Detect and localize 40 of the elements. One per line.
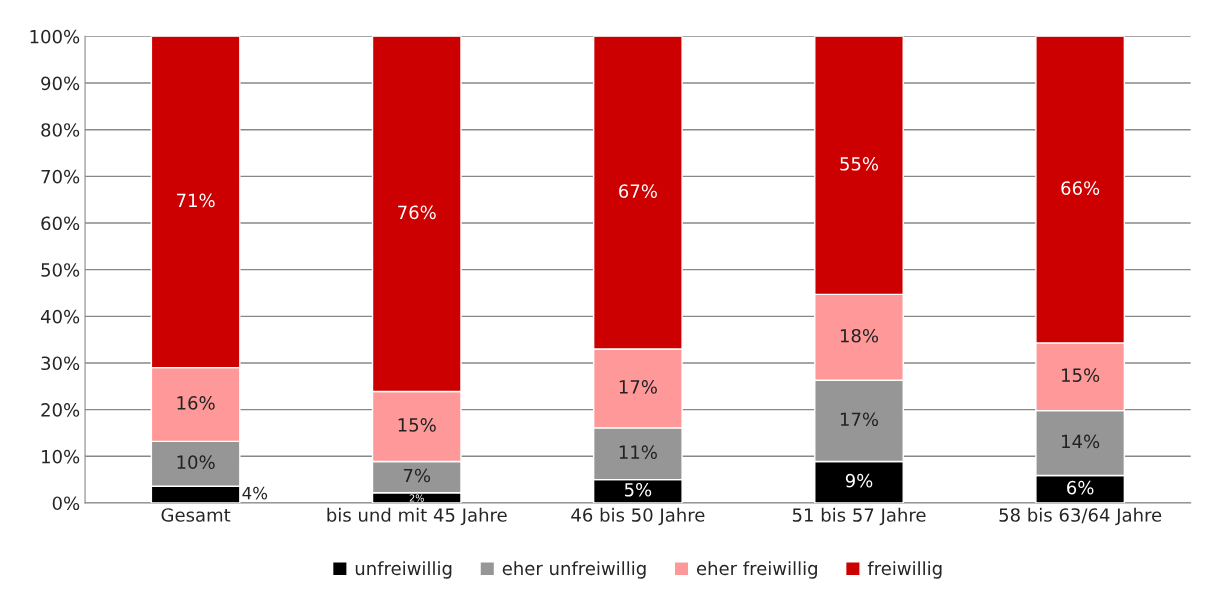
x-tick-label: 51 bis 57 Jahre bbox=[792, 507, 926, 526]
data-label: 7% bbox=[403, 468, 431, 483]
x-tick-label: 46 bis 50 Jahre bbox=[571, 507, 705, 526]
data-label: 66% bbox=[1061, 181, 1100, 195]
data-label: 11% bbox=[619, 445, 657, 459]
data-label: 4% bbox=[242, 486, 268, 500]
data-label: 6% bbox=[1067, 480, 1094, 495]
data-label: 2% bbox=[409, 494, 424, 502]
y-tick-label: 0% bbox=[52, 496, 80, 511]
legend-label: freiwillig bbox=[867, 561, 942, 579]
x-tick-label: bis und mit 45 Jahre bbox=[327, 507, 507, 526]
data-label: 15% bbox=[1062, 368, 1100, 382]
x-tick-label: 58 bis 63/64 Jahre bbox=[999, 507, 1162, 526]
data-label: 15% bbox=[398, 418, 436, 432]
y-tick-label: 80% bbox=[41, 123, 80, 137]
data-label: 9% bbox=[845, 473, 873, 488]
data-label: 55% bbox=[840, 156, 879, 171]
data-label: 18% bbox=[840, 328, 879, 343]
y-tick-label: 90% bbox=[41, 76, 80, 91]
legend-label: unfreiwillig bbox=[355, 561, 452, 579]
legend-label: eher freiwillig bbox=[696, 561, 817, 579]
y-tick-label: 10% bbox=[42, 449, 80, 464]
data-label: 71% bbox=[177, 193, 215, 208]
data-label: 76% bbox=[398, 205, 436, 220]
y-tick-label: 20% bbox=[41, 403, 80, 417]
legend-label: eher unfreiwillig bbox=[502, 561, 646, 579]
data-label: 16% bbox=[177, 396, 215, 410]
y-tick-label: 30% bbox=[41, 356, 80, 371]
data-label: 67% bbox=[619, 184, 657, 198]
data-label: 10% bbox=[177, 455, 215, 470]
x-tick-label: Gesamt bbox=[161, 508, 231, 522]
y-tick-label: 70% bbox=[41, 169, 80, 184]
y-tick-label: 100% bbox=[30, 29, 80, 44]
y-tick-label: 50% bbox=[41, 263, 80, 277]
y-tick-label: 60% bbox=[41, 216, 80, 231]
y-tick-label: 40% bbox=[40, 309, 80, 324]
data-label: 17% bbox=[619, 380, 657, 394]
data-label: 5% bbox=[624, 482, 652, 497]
data-label: 17% bbox=[840, 412, 879, 427]
data-label: 14% bbox=[1062, 434, 1100, 449]
